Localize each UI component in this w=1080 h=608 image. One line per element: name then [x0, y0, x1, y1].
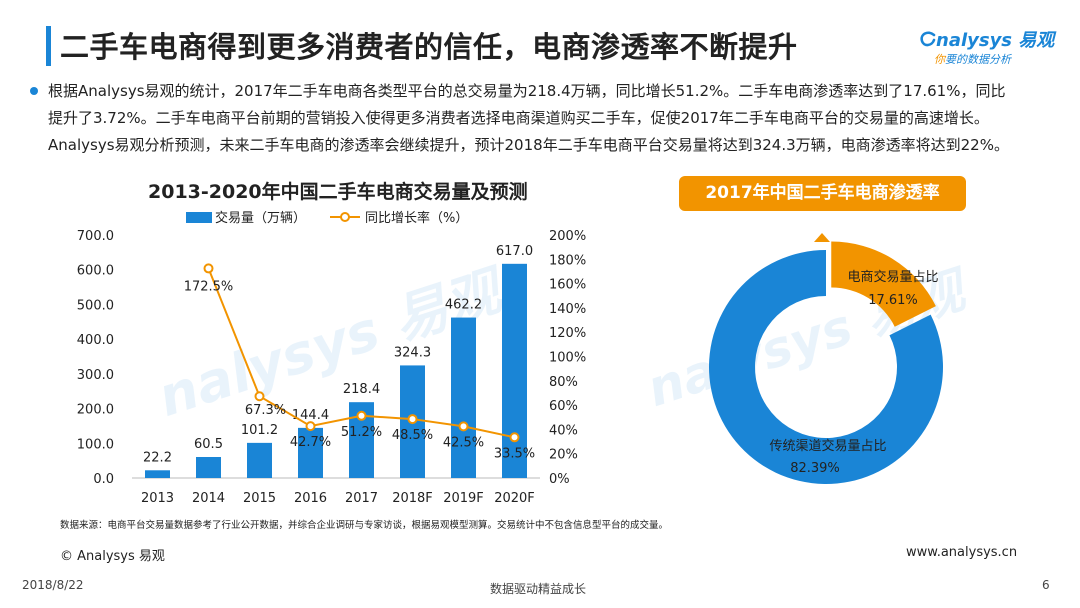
logo-tagline: 你要的数据分析 [934, 51, 1011, 67]
donut-value-traditional: 82.39% [790, 461, 840, 476]
bar-value-label: 60.5 [194, 437, 223, 452]
legend-label-bar: 交易量（万辆） [215, 210, 306, 226]
legend-marker-line [340, 212, 350, 222]
y-right-tick-label: 140% [549, 302, 586, 317]
donut-label-ecommerce: 电商交易量占比 [847, 269, 938, 285]
description-line: Analysys易观分析预测，未来二手车电商的渗透率会继续提升，预计2018年二… [48, 136, 1009, 154]
donut-slice-traditional [709, 250, 943, 484]
page-number: 6 [1042, 578, 1050, 592]
bar-2016 [298, 427, 323, 478]
y-left-tick-label: 0.0 [93, 472, 114, 487]
y-right-tick-label: 200% [549, 229, 586, 244]
donut-label-traditional: 传统渠道交易量占比 [769, 438, 886, 454]
growth-rate-point [203, 263, 214, 274]
bar-value-label: 144.4 [292, 408, 329, 423]
growth-rate-point [254, 391, 265, 402]
bullet-dot [30, 87, 38, 95]
growth-rate-label: 42.5% [443, 435, 484, 450]
data-source-note: 数据来源：电商平台交易量数据参考了行业公开数据，并综合企业调研与专家访谈，根据易… [60, 520, 669, 531]
x-tick-label: 2019F [443, 491, 484, 506]
y-right-tick-label: 20% [549, 448, 578, 463]
legend-label-line: 同比增长率（%） [365, 210, 468, 226]
y-right-tick-label: 100% [549, 351, 586, 366]
bar-2019F [451, 317, 476, 478]
logo-brand-text: nalysys 易观 [936, 30, 1055, 51]
y-right-tick-label: 160% [549, 278, 586, 293]
growth-rate-label: 48.5% [392, 428, 433, 443]
analysys-logo: nalysys 易观 你要的数据分析 [920, 20, 1060, 70]
x-tick-label: 2018F [392, 491, 433, 506]
growth-rate-point [509, 432, 520, 443]
y-right-tick-label: 0% [549, 472, 570, 487]
copyright-text: © Analysys 易观 [60, 549, 165, 564]
bar-value-label: 462.2 [445, 298, 482, 313]
legend-swatch-bar [186, 212, 212, 223]
x-tick-label: 2015 [243, 491, 276, 506]
description: 根据Analysys易观的统计，2017年二手车电商各类型平台的总交易量为218… [48, 78, 1048, 159]
bar-2020F [502, 263, 527, 478]
footer-slogan: 数据驱动精益成长 [490, 582, 587, 596]
y-right-tick-label: 180% [549, 253, 586, 268]
growth-rate-point [305, 421, 316, 432]
x-tick-label: 2016 [294, 491, 327, 506]
growth-rate-label: 33.5% [494, 446, 535, 461]
y-right-tick-label: 60% [549, 399, 578, 414]
y-right-tick-label: 80% [549, 375, 578, 390]
growth-rate-label: 172.5% [184, 279, 234, 294]
bar-value-label: 101.2 [241, 423, 278, 438]
bar-2013 [145, 470, 170, 478]
logo-tagline-accent: 你 [934, 53, 945, 66]
title-accent-bar [46, 26, 51, 66]
donut-value-ecommerce: 17.61% [868, 293, 918, 308]
bar-value-label: 617.0 [496, 244, 533, 259]
growth-rate-label: 67.3% [245, 403, 286, 418]
logo-brand: nalysys 易观 [920, 26, 1054, 52]
bar-value-label: 324.3 [394, 345, 431, 360]
y-right-tick-label: 40% [549, 423, 578, 438]
growth-rate-label: 42.7% [290, 435, 331, 450]
donut-slice-ecommerce [831, 241, 936, 327]
x-tick-label: 2014 [192, 491, 225, 506]
bar-chart-title: 2013-2020年中国二手车电商交易量及预测 [148, 181, 528, 203]
donut-pointer-icon [814, 233, 830, 242]
y-left-tick-label: 100.0 [77, 437, 114, 452]
description-line: 根据Analysys易观的统计，2017年二手车电商各类型平台的总交易量为218… [48, 82, 1006, 100]
y-left-tick-label: 700.0 [77, 229, 114, 244]
bar-2015 [247, 442, 272, 478]
pie-chart-title: 2017年中国二手车电商渗透率 [679, 176, 966, 211]
description-line: 提升了3.72%。二手车电商平台前期的营销投入使得更多消费者选择电商渠道购买二手… [48, 109, 989, 127]
x-tick-label: 2017 [345, 491, 378, 506]
growth-rate-point [458, 421, 469, 432]
y-left-tick-label: 300.0 [77, 368, 114, 383]
x-tick-label: 2013 [141, 491, 174, 506]
y-left-tick-label: 400.0 [77, 333, 114, 348]
growth-rate-point [407, 414, 418, 425]
y-right-tick-label: 120% [549, 326, 586, 341]
y-left-tick-label: 500.0 [77, 298, 114, 313]
website-link[interactable]: www.analysys.cn [906, 545, 1018, 560]
footer-date: 2018/8/22 [22, 578, 84, 592]
growth-rate-label: 51.2% [341, 425, 382, 440]
y-left-tick-label: 200.0 [77, 403, 114, 418]
logo-swoosh-icon [920, 31, 936, 47]
x-tick-label: 2020F [494, 491, 535, 506]
y-left-tick-label: 600.0 [77, 264, 114, 279]
growth-rate-point [356, 410, 367, 421]
bar-value-label: 218.4 [343, 382, 380, 397]
page-title: 二手车电商得到更多消费者的信任，电商渗透率不断提升 [60, 30, 798, 64]
bar-value-label: 22.2 [143, 450, 172, 465]
logo-tagline-text: 要的数据分析 [945, 53, 1011, 66]
bar-2014 [196, 456, 221, 478]
